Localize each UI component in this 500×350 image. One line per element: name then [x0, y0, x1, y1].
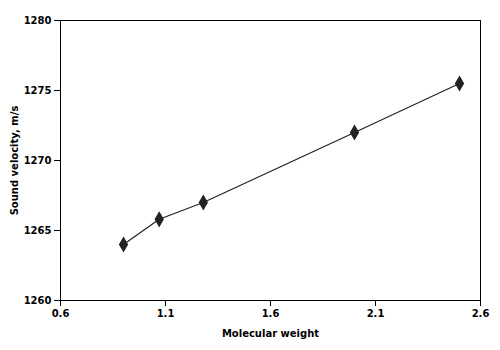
svg-text:2.6: 2.6 — [472, 308, 490, 319]
svg-text:2.1: 2.1 — [367, 308, 385, 319]
svg-text:1265: 1265 — [24, 225, 52, 236]
svg-text:1270: 1270 — [24, 155, 52, 166]
svg-text:Molecular weight: Molecular weight — [222, 328, 319, 339]
svg-text:1260: 1260 — [24, 295, 52, 306]
svg-text:0.6: 0.6 — [52, 308, 70, 319]
svg-text:1280: 1280 — [24, 15, 52, 26]
svg-text:1.6: 1.6 — [262, 308, 280, 319]
svg-text:1.1: 1.1 — [157, 308, 175, 319]
svg-text:Sound velocity, m/s: Sound velocity, m/s — [9, 106, 20, 216]
svg-text:1275: 1275 — [24, 85, 52, 96]
